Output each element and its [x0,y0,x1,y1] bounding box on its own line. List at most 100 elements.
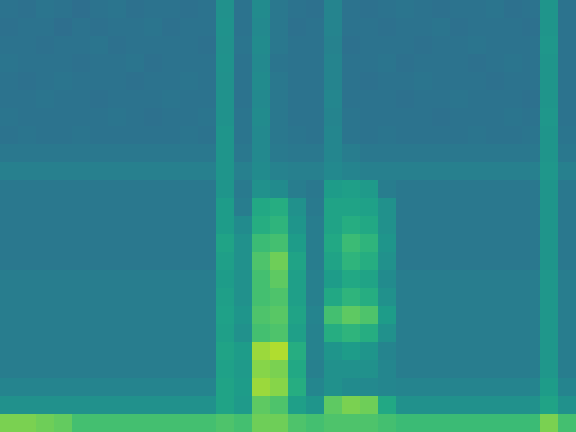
cell [306,288,325,307]
cell [270,36,289,55]
cell [486,288,505,307]
cell [432,0,451,19]
cell [234,306,253,325]
cell [450,270,469,289]
cell [162,162,181,181]
cell [234,234,253,253]
cell [162,126,181,145]
cell [342,54,361,73]
cell [378,360,397,379]
cell [18,324,37,343]
cell [288,72,307,91]
cell [126,72,145,91]
cell [486,18,505,37]
cell [270,0,289,19]
cell [450,234,469,253]
cell [432,162,451,181]
cell [270,72,289,91]
cell [432,180,451,199]
cell [522,36,541,55]
cell [54,90,73,109]
cell [522,252,541,271]
cell [36,252,55,271]
cell [360,252,379,271]
cell [558,90,576,109]
cell [252,126,271,145]
cell [126,378,145,397]
cell [144,306,163,325]
cell [72,306,91,325]
cell [360,234,379,253]
cell [342,180,361,199]
cell [432,108,451,127]
cell [342,198,361,217]
cell [180,360,199,379]
cell [288,342,307,361]
cell [216,144,235,163]
cell [270,18,289,37]
cell [72,72,91,91]
cell [522,360,541,379]
cell [522,72,541,91]
cell [36,54,55,73]
cell [432,378,451,397]
cell [0,198,19,217]
cell [108,90,127,109]
cell [504,0,523,19]
cell [198,306,217,325]
cell [486,198,505,217]
cell [216,216,235,235]
cell [126,342,145,361]
cell [216,90,235,109]
cell [90,234,109,253]
cell [414,414,433,432]
cell [18,396,37,415]
cell [234,162,253,181]
cell [396,324,415,343]
cell [270,108,289,127]
cell [558,360,576,379]
cell [468,360,487,379]
cell [414,324,433,343]
cell [306,72,325,91]
cell [90,126,109,145]
cell [288,360,307,379]
cell [540,126,559,145]
cell [18,54,37,73]
cell [54,396,73,415]
cell [378,162,397,181]
cell [90,90,109,109]
cell [486,72,505,91]
cell [504,306,523,325]
cell [108,288,127,307]
cell [540,108,559,127]
cell [360,270,379,289]
cell [198,108,217,127]
cell [468,54,487,73]
cell [54,234,73,253]
cell [306,54,325,73]
cell [468,198,487,217]
cell [468,252,487,271]
cell [144,108,163,127]
cell [162,72,181,91]
cell [342,414,361,432]
cell [72,252,91,271]
cell [342,90,361,109]
cell [36,108,55,127]
cell [108,270,127,289]
cell [270,216,289,235]
cell [414,252,433,271]
cell [324,90,343,109]
cell [306,360,325,379]
cell [486,108,505,127]
cell [342,252,361,271]
cell [342,270,361,289]
cell [108,126,127,145]
cell [270,270,289,289]
cell [0,180,19,199]
cell [0,162,19,181]
cell [504,18,523,37]
cell [90,360,109,379]
cell [54,306,73,325]
